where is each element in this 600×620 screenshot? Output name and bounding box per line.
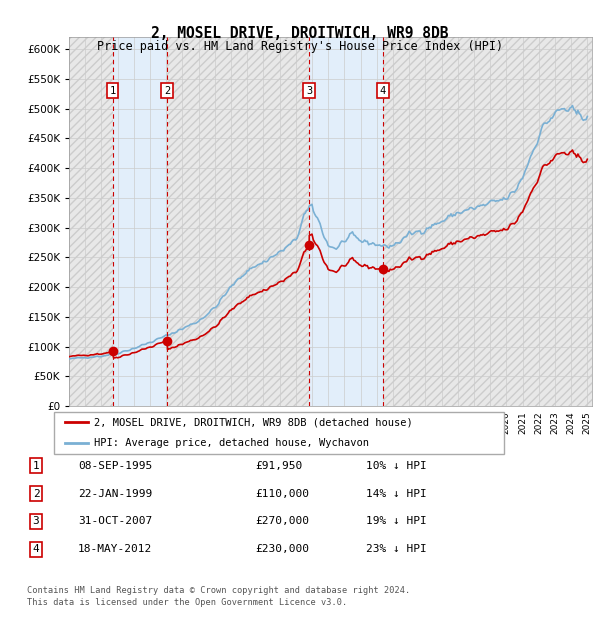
Text: £230,000: £230,000	[255, 544, 309, 554]
Bar	[383, 37, 592, 406]
Text: Contains HM Land Registry data © Crown copyright and database right 2024.: Contains HM Land Registry data © Crown c…	[27, 586, 410, 595]
Text: 2: 2	[32, 489, 40, 498]
Text: Price paid vs. HM Land Registry's House Price Index (HPI): Price paid vs. HM Land Registry's House …	[97, 40, 503, 53]
Text: 4: 4	[32, 544, 40, 554]
Text: 14% ↓ HPI: 14% ↓ HPI	[366, 489, 427, 498]
Text: 23% ↓ HPI: 23% ↓ HPI	[366, 544, 427, 554]
Text: 18-MAY-2012: 18-MAY-2012	[78, 544, 152, 554]
Text: 3: 3	[32, 516, 40, 526]
Text: £91,950: £91,950	[255, 461, 302, 471]
Text: 10% ↓ HPI: 10% ↓ HPI	[366, 461, 427, 471]
Text: 2: 2	[164, 86, 170, 95]
Text: HPI: Average price, detached house, Wychavon: HPI: Average price, detached house, Wych…	[95, 438, 370, 448]
Text: 2, MOSEL DRIVE, DROITWICH, WR9 8DB (detached house): 2, MOSEL DRIVE, DROITWICH, WR9 8DB (deta…	[95, 417, 413, 427]
Bar	[309, 37, 383, 406]
Text: 3: 3	[306, 86, 313, 95]
Text: 19% ↓ HPI: 19% ↓ HPI	[366, 516, 427, 526]
Text: 08-SEP-1995: 08-SEP-1995	[78, 461, 152, 471]
Text: £270,000: £270,000	[255, 516, 309, 526]
FancyBboxPatch shape	[54, 412, 504, 454]
Bar	[167, 37, 309, 406]
Text: 31-OCT-2007: 31-OCT-2007	[78, 516, 152, 526]
Bar	[113, 37, 167, 406]
Text: 4: 4	[380, 86, 386, 95]
Text: 22-JAN-1999: 22-JAN-1999	[78, 489, 152, 498]
Text: This data is licensed under the Open Government Licence v3.0.: This data is licensed under the Open Gov…	[27, 598, 347, 607]
Text: £110,000: £110,000	[255, 489, 309, 498]
Bar	[69, 37, 113, 406]
Text: 2, MOSEL DRIVE, DROITWICH, WR9 8DB: 2, MOSEL DRIVE, DROITWICH, WR9 8DB	[151, 26, 449, 41]
Text: 1: 1	[32, 461, 40, 471]
Text: 1: 1	[109, 86, 116, 95]
